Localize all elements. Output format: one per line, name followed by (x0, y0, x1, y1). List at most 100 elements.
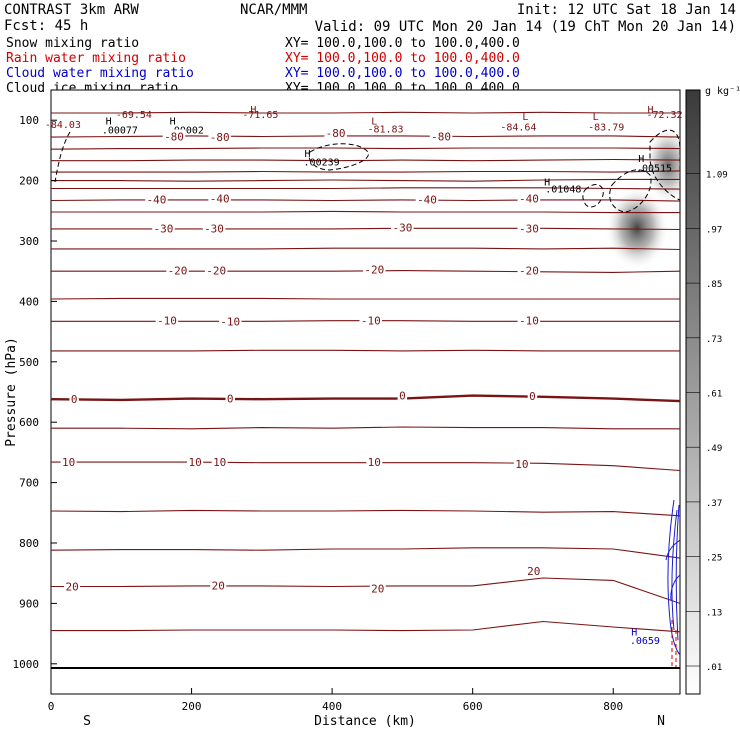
contour-label: -40 (519, 193, 539, 206)
contour-label-bg (166, 263, 189, 276)
forecast-hour: Fcst: 45 h (4, 18, 88, 34)
colorbar-label: .37 (706, 499, 722, 509)
contour-label: -10 (220, 315, 240, 328)
y-axis-label: Pressure (hPa) (4, 337, 19, 447)
y-tick-label: 800 (19, 537, 39, 550)
contour-label: 10 (62, 456, 75, 469)
extremum-annotation: H (170, 116, 176, 127)
extremum-annotation: -83.79 (588, 123, 624, 134)
y-tick-label: 300 (19, 235, 39, 248)
contour-label: -10 (519, 315, 539, 328)
contour-label: -20 (206, 265, 226, 278)
contour-label-bg (391, 220, 414, 233)
y-tick-label: 400 (19, 295, 39, 308)
field-list: Snow mixing ratio XY= 100.0,100.0 to 100.… (6, 36, 520, 96)
isotherm-line (51, 577, 680, 604)
water-contour-5 (670, 574, 680, 601)
contour-label-bg (429, 129, 453, 142)
colorbar-label: .61 (706, 390, 722, 400)
contour-label-bg (219, 314, 242, 327)
extremum-annotation: .00002 (168, 126, 204, 137)
extremum-annotation: L (522, 112, 528, 123)
contour-label: 0 (399, 390, 406, 403)
x-tick-label: 800 (603, 700, 623, 713)
contour-label: 10 (515, 458, 528, 471)
colorbar-unit: g kg⁻¹ (705, 86, 740, 97)
contour-label: 20 (371, 582, 384, 595)
isotherm-line (51, 349, 680, 352)
field-section-coords: XY= 100.0,100.0 to 100.0,400.0 (285, 36, 520, 51)
contour-label-bg (513, 456, 530, 469)
contour-label-bg (155, 313, 179, 326)
y-tick-label: 600 (19, 416, 39, 429)
isotherm-line (51, 426, 680, 430)
contour-labels: -80 -80 -80 -80 -40 -40 -40 -40 -30 -30 -30 -30 -20 -… (60, 125, 542, 595)
isotherm-line (51, 620, 680, 633)
contour-label-bg (527, 389, 538, 402)
field-section-coords: XY= 100.0,100.0 to 100.0,400.0 (285, 66, 520, 81)
extremum-annotation: H (106, 116, 112, 127)
colorbar-label: .85 (706, 280, 722, 290)
contour-label-bg (152, 221, 175, 234)
contour-label-bg (60, 455, 77, 468)
extremum-annotation: -81.83 (367, 124, 403, 135)
extremum-annotation: -69.54 (116, 110, 152, 121)
isotherm-line (51, 210, 680, 214)
field-label: Snow mixing ratio (6, 36, 139, 51)
extremum-annotation: -84.64 (500, 123, 536, 134)
colorbar-label: .25 (706, 554, 722, 564)
colorbar-labels: .01 .13 .25 .37 .49 .61 .73 .85 .97 1.09 (686, 171, 728, 673)
south-label: S (83, 714, 91, 729)
contour-label-bg (517, 263, 541, 276)
plot-area: -69.54 H-71.65 H-72.32L-81.83L-84.64L-83.7… (45, 89, 683, 695)
field-label: Cloud water mixing ratio (6, 66, 194, 81)
isotherm-line (51, 135, 680, 138)
snow-upper (644, 125, 680, 205)
contour-label: 10 (368, 456, 381, 469)
contour-label: -80 (210, 131, 230, 144)
contour-label: -10 (157, 315, 177, 328)
x-tick-label: 400 (322, 700, 342, 713)
center-title: NCAR/MMM (240, 2, 307, 18)
extremum-annotation: H (647, 105, 653, 116)
colorbar-label: .97 (706, 225, 722, 235)
y-tick-label: 900 (19, 597, 39, 610)
contour-label-bg (145, 192, 168, 205)
contour-label-bg (517, 221, 541, 234)
contour-label-bg (64, 579, 81, 592)
colorbar-label: .13 (706, 608, 722, 618)
extremum-annotation: -84.03 (45, 120, 81, 131)
plot-frame (50, 89, 681, 695)
contour-label-bg (324, 125, 347, 138)
contour-label-bg (225, 391, 235, 404)
field-section-coords: XY= 100.0,100.0 to 100.0,400.0 (285, 51, 520, 66)
annotations: -69.54 H-71.65 H-72.32L-81.83L-84.64L-83.7… (45, 105, 683, 647)
contour-label: 20 (527, 565, 540, 578)
extremum-annotation: L (593, 112, 599, 123)
field-label: Rain water mixing ratio (6, 51, 186, 66)
ice-contour-1 (54, 131, 71, 183)
contour-label-bg (208, 130, 231, 143)
valid-time: Valid: 09 UTC Mon 20 Jan 14 (19 ChT Mon … (315, 19, 736, 35)
extremum-annotation: .01048 (545, 185, 581, 196)
extremum-annotation: H (250, 105, 256, 116)
extremum-annotation: L (371, 116, 377, 127)
contour-label-bg (359, 313, 382, 326)
contour-label: -30 (204, 222, 224, 235)
contour-label: 20 (65, 581, 78, 594)
contour-label: -40 (146, 193, 166, 206)
isotherm-line (51, 158, 680, 162)
contour-label: 20 (212, 579, 225, 592)
extremum-annotation: .00077 (102, 126, 138, 137)
ice-contour-5 (649, 129, 680, 201)
contour-label-bg (162, 129, 186, 142)
contour-label-bg (366, 455, 383, 468)
extremum-annotation: H (638, 154, 644, 165)
x-axis: 0 200 400 600 800 (48, 688, 623, 713)
isotherm-line (51, 547, 680, 559)
contour-label: -30 (392, 222, 412, 235)
water-contour-2 (671, 509, 678, 631)
contour-label-bg (210, 578, 227, 591)
contour-label: -30 (519, 222, 539, 235)
